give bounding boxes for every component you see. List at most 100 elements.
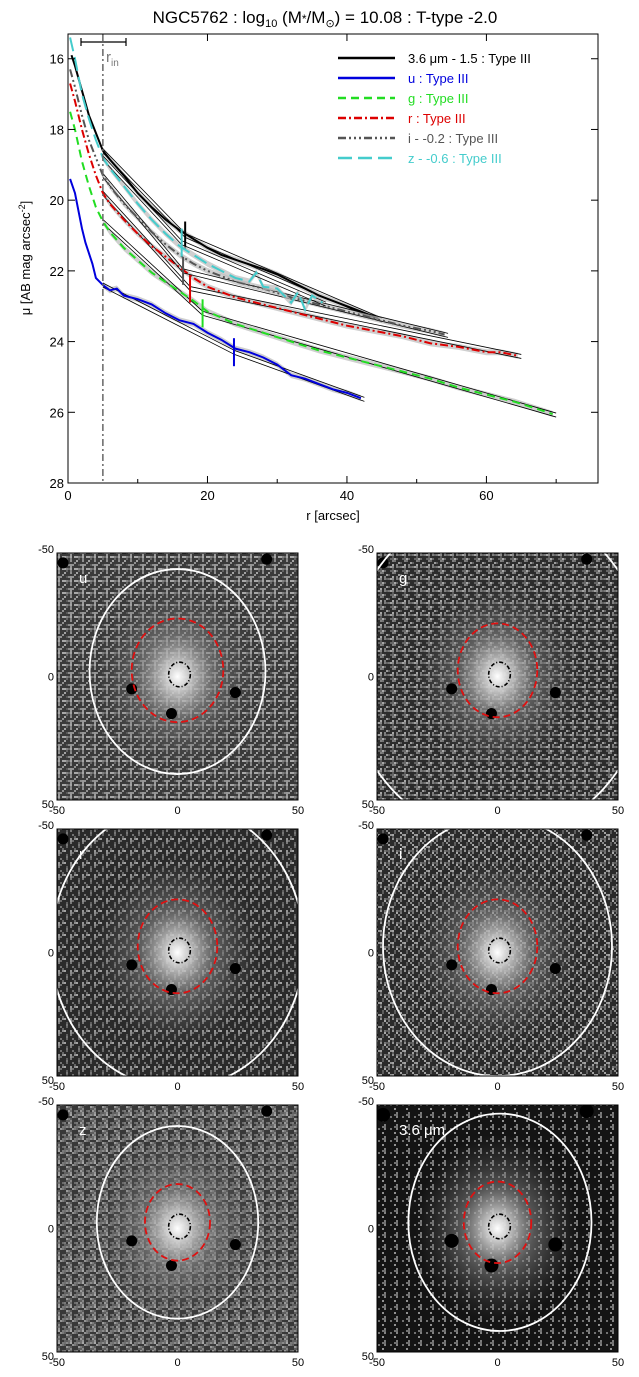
panel-y-tick-label: 0 xyxy=(48,1224,54,1236)
r-in-ellipse xyxy=(167,937,192,964)
legend-entry: g : Type III xyxy=(408,91,468,106)
masked-star xyxy=(57,1109,69,1121)
masked-star xyxy=(229,687,241,699)
masked-star xyxy=(261,553,273,565)
legend-entry: 3.6 μm - 1.5 : Type III xyxy=(408,51,531,66)
galaxy-glow xyxy=(415,858,580,1047)
legend-entry: r : Type III xyxy=(408,111,466,126)
legend-entry: i - -0.2 : Type III xyxy=(408,131,498,146)
masked-star xyxy=(126,959,138,971)
fit-line-upper xyxy=(102,148,186,234)
series-line xyxy=(70,54,379,320)
panel-y-tick-label: -50 xyxy=(358,820,374,832)
panel-band-label: i xyxy=(399,846,402,863)
panel-band-label: 3.6 μm xyxy=(399,1122,445,1139)
y-tick-label: 24 xyxy=(50,335,64,350)
masked-star xyxy=(549,963,561,975)
series-error-band xyxy=(102,154,323,313)
galaxy-glow xyxy=(415,1134,580,1323)
panel-frame xyxy=(56,828,299,1077)
masked-star xyxy=(229,963,241,975)
masked-star xyxy=(549,687,561,699)
panel-y-tick-label: 0 xyxy=(368,672,374,684)
outer-isophote-ellipse xyxy=(407,1112,593,1332)
panel-x-tick-label: -50 xyxy=(369,1081,385,1093)
x-tick-label: 60 xyxy=(479,488,493,503)
x-axis-label: r [arcsec] xyxy=(306,508,359,523)
fit-line-upper xyxy=(182,268,449,334)
x-tick-label: 40 xyxy=(340,488,354,503)
panel-band-label: r xyxy=(79,846,84,863)
panel-x-tick-label: -50 xyxy=(369,1357,385,1369)
series-line xyxy=(69,37,324,313)
panel-y-tick-label: -50 xyxy=(38,820,54,832)
y-tick-label: 18 xyxy=(50,122,64,137)
y-axis-label: μ [AB mag arcsec-2] xyxy=(17,201,33,316)
series-line xyxy=(69,83,519,357)
masked-star xyxy=(165,1260,177,1272)
panel-y-tick-label: 50 xyxy=(362,1351,374,1363)
masked-star xyxy=(57,833,69,845)
panel-y-tick-label: 50 xyxy=(362,799,374,811)
fit-line-lower xyxy=(102,286,235,355)
x-axis: 0 20 40 60 xyxy=(64,34,557,503)
fit-line-upper xyxy=(102,282,235,351)
galaxy-glow xyxy=(95,582,260,771)
profile-chart: NGC5762 : log10 (M*/M⊙) = 10.08 : T-type… xyxy=(17,8,599,523)
legend: 3.6 μm - 1.5 : Type III u : Type III g : T… xyxy=(338,51,531,166)
panel-x-tick-label: 0 xyxy=(494,1357,500,1369)
panel-band-label: u xyxy=(79,570,87,587)
panel-x-tick-label: 50 xyxy=(612,1081,624,1093)
plot-frame xyxy=(67,33,599,484)
masked-star xyxy=(444,1233,459,1248)
masked-star xyxy=(377,1107,391,1122)
y-axis: 16 18 20 22 24 26 28 xyxy=(50,52,598,491)
galaxy-glow xyxy=(95,1134,260,1323)
fit-line-lower xyxy=(189,290,522,359)
panel-y-tick-label: -50 xyxy=(38,544,54,556)
r-in-ellipse xyxy=(487,1213,512,1240)
masked-star xyxy=(446,959,458,971)
r-in-label: rin xyxy=(106,49,119,69)
series-error-band xyxy=(102,218,553,418)
panel-x-tick-label: 50 xyxy=(292,1357,304,1369)
panel-x-tick-label: 0 xyxy=(174,805,180,817)
fit-line-upper xyxy=(102,173,184,270)
fit-line-lower xyxy=(102,159,182,245)
legend-entry: u : Type III xyxy=(408,71,468,86)
panel-y-tick-label: 0 xyxy=(368,1224,374,1236)
break-radius-ellipse xyxy=(462,1180,533,1264)
legend-entry: z - -0.6 : Type III xyxy=(408,151,502,166)
series-layer xyxy=(69,37,557,418)
masked-star xyxy=(581,829,593,841)
fit-line-upper xyxy=(102,155,182,241)
fit-line-upper xyxy=(184,233,382,319)
panel-y-tick-label: 50 xyxy=(42,1351,54,1363)
r-in-ellipse xyxy=(167,1213,192,1240)
r-in-ellipse xyxy=(487,937,512,964)
panel-x-tick-label: -50 xyxy=(49,1357,65,1369)
panel-x-tick-label: -50 xyxy=(49,1081,65,1093)
masked-star xyxy=(229,1239,241,1251)
series-error-band xyxy=(102,282,361,402)
fit-line-upper xyxy=(102,190,191,287)
plot-area: rin xyxy=(69,34,557,483)
panel-y-tick-label: 50 xyxy=(42,1075,54,1087)
masked-star xyxy=(377,833,389,845)
panel-y-tick-label: 50 xyxy=(42,799,54,811)
fit-line-lower xyxy=(102,223,203,316)
y-tick-label: 28 xyxy=(50,476,64,491)
series-error-band xyxy=(102,190,518,359)
panel-y-tick-label: -50 xyxy=(358,1096,374,1108)
masked-star xyxy=(261,829,273,841)
fit-line-upper xyxy=(181,240,327,303)
break-radius-ellipse xyxy=(456,622,539,719)
x-tick-label: 20 xyxy=(200,488,214,503)
break-radius-ellipse xyxy=(136,898,219,995)
masked-star xyxy=(446,683,458,695)
panel-x-tick-label: 50 xyxy=(292,1081,304,1093)
